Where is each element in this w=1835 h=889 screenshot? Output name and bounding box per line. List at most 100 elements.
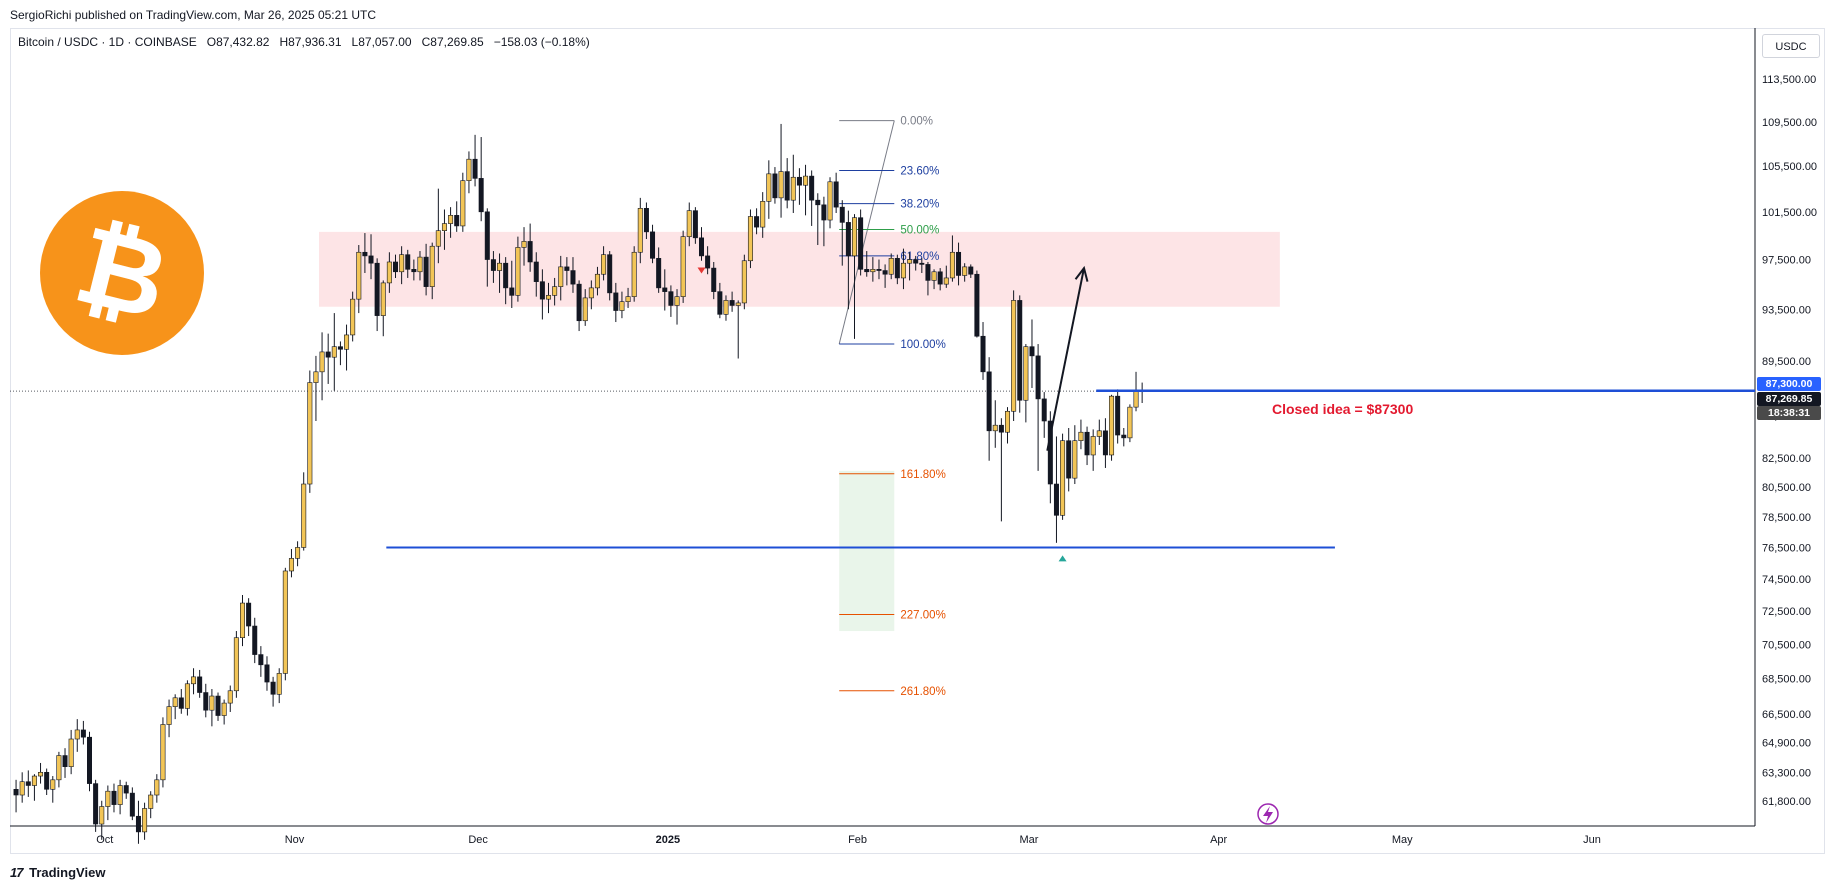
candle-body [925,264,931,281]
candle-body [227,690,233,704]
candle-body [441,223,447,231]
candle-body [1090,436,1096,456]
resistance-zone [319,231,1280,307]
candle-body [276,673,282,695]
candle-body [784,171,790,201]
projection-arrow-line [1046,267,1085,451]
candle-body [56,755,62,781]
price-tick-label: 109,500.00 [1762,117,1817,129]
candle-body [301,483,307,548]
candle-body [221,702,227,716]
bitcoin-logo-icon: ₿ [40,191,204,355]
candle-body [851,217,857,257]
price-tick-label: 74,500.00 [1762,574,1811,586]
candle-body [111,790,117,805]
candle-body [803,175,809,186]
candle-body [582,297,588,322]
last-price-tag: 87,269.85 [1757,392,1821,406]
candle-body [974,273,980,337]
price-tick-label: 61,800.00 [1762,796,1811,808]
candle-body [460,180,466,227]
candle-body [1011,300,1017,412]
candle-body [894,258,900,279]
candle-body [246,602,252,627]
candle-body [466,158,472,181]
candle-body [943,277,949,285]
time-tick-label: May [1392,834,1413,846]
candle-body [282,570,288,674]
candle-body [490,259,496,271]
candle-body [588,287,594,299]
candle-body [772,173,778,199]
candle-body [1060,440,1066,516]
candle-body [729,300,735,306]
candle-body [80,729,86,738]
candle-body [1078,431,1084,441]
candle-body [1053,483,1059,516]
candle-body [503,262,509,289]
candle-body [252,625,258,655]
candle-body [509,287,515,296]
price-tick-label: 68,500.00 [1762,674,1811,686]
tradingview-footer[interactable]: 17 TradingView [10,865,105,880]
price-tick-label: 64,900.00 [1762,738,1811,750]
price-tick-label: 93,500.00 [1762,304,1811,316]
candle-body [319,351,325,373]
candle-body [594,273,600,289]
price-tick-label: 66,500.00 [1762,709,1811,721]
candle-body [882,270,888,275]
candle-body [448,215,454,224]
candle-body [1096,430,1102,437]
candle-body [13,788,19,796]
ohlc-change: −158.03 (−0.18%) [493,35,590,49]
candle-body [919,262,925,265]
candle-body [986,371,992,432]
fib-level-label: 50.00% [900,224,939,236]
closed-idea-label: Closed idea = $87300 [1272,401,1414,417]
candle-body [1102,430,1108,456]
candle-body [1133,390,1139,408]
candle-body [821,204,827,221]
candle-body [888,258,894,275]
countdown-tag: 18:38:31 [1757,406,1821,420]
candle-body [392,261,398,273]
target-zone [839,470,895,632]
candle-body [656,258,662,289]
fib-level-label: 0.00% [900,116,933,128]
candle-body [668,291,674,306]
tradingview-brand[interactable]: TradingView [29,865,106,880]
candle-body [1121,434,1127,439]
candle-body [564,266,570,271]
candle-body [876,269,882,271]
candle-body [692,210,698,239]
symbol-legend[interactable]: Bitcoin / USDC · 1D · COINBASE O87,432.8… [18,35,590,49]
symbol-label[interactable]: Bitcoin / USDC · 1D · COINBASE [18,35,197,49]
fib-level-label: 61.80% [900,251,939,263]
candle-body [411,269,417,273]
candle-body [766,173,772,202]
currency-selector[interactable]: USDC [1762,34,1820,58]
candle-body [570,270,576,285]
price-tick-label: 63,300.00 [1762,767,1811,779]
buy-signal-icon [1058,555,1067,562]
lightning-icon-ring [1257,803,1279,825]
candle-body [949,251,955,279]
candle-body [1004,410,1010,433]
candle-body [827,181,833,221]
candle-body [576,283,582,322]
candle-body [307,382,313,485]
candle-body [1023,346,1029,401]
candle-body [558,266,564,287]
price-tick-label: 70,500.00 [1762,639,1811,651]
candle-body [992,424,998,432]
candle-body [350,298,356,336]
candle-body [380,282,386,316]
candle-body [962,266,968,276]
candle-body [62,755,68,767]
candle-body [87,736,93,784]
candle-body [1084,431,1090,456]
candle-body [429,245,435,287]
candle-body [717,291,723,315]
candle-body [154,779,160,796]
